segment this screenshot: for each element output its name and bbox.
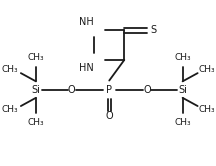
Text: CH₃: CH₃ (199, 65, 215, 74)
Text: CH₃: CH₃ (28, 118, 44, 126)
Text: O: O (68, 85, 75, 95)
Text: S: S (151, 25, 157, 35)
Text: CH₃: CH₃ (28, 53, 44, 62)
Text: Si: Si (178, 85, 187, 95)
Text: P: P (106, 85, 112, 95)
Text: O: O (143, 85, 151, 95)
Text: HN: HN (78, 63, 93, 73)
Text: Si: Si (32, 85, 40, 95)
Text: CH₃: CH₃ (174, 53, 191, 62)
Text: NH: NH (78, 17, 93, 27)
Text: CH₃: CH₃ (199, 105, 215, 114)
Text: O: O (105, 111, 113, 121)
Text: CH₃: CH₃ (174, 118, 191, 126)
Text: CH₃: CH₃ (2, 105, 18, 114)
Text: CH₃: CH₃ (2, 65, 18, 74)
